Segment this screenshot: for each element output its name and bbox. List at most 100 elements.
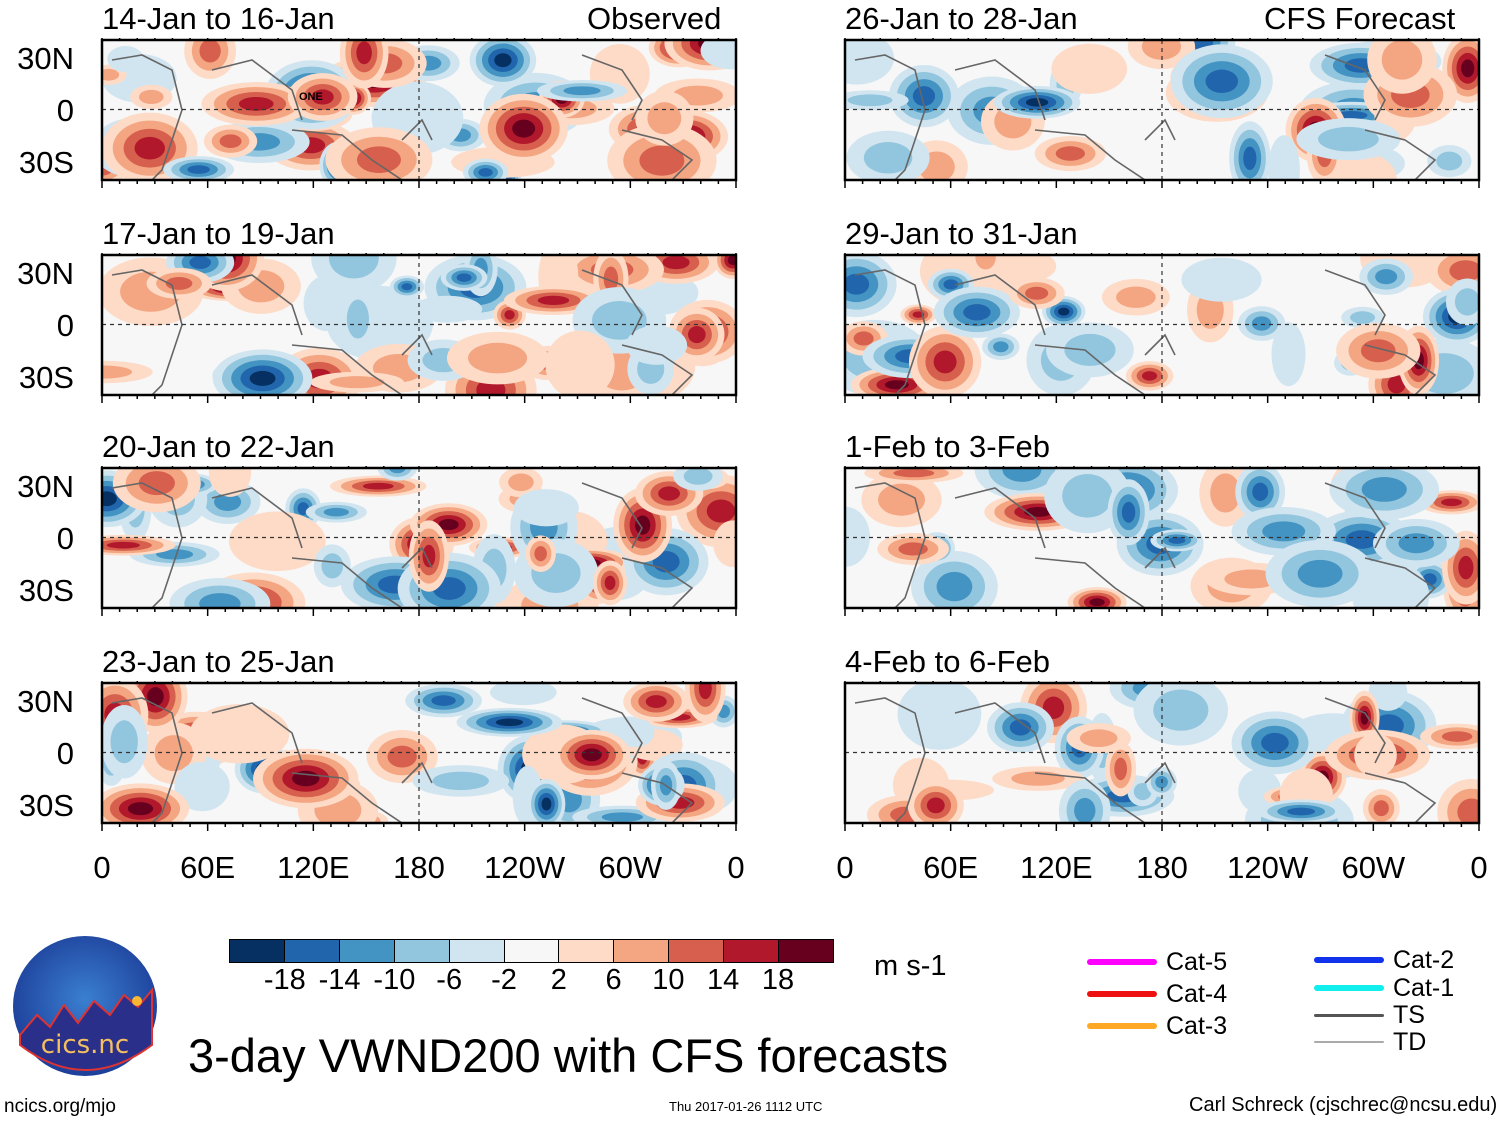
anomaly-contour [189, 255, 211, 269]
anomaly-contour [187, 165, 210, 174]
anomaly-contour [512, 119, 536, 138]
anomaly-contour [1142, 371, 1158, 381]
anomaly-contour [107, 46, 144, 73]
x-tick-label: 180 [393, 850, 445, 885]
legend-line-cat-1 [1314, 985, 1384, 991]
anomaly-contour [468, 342, 528, 374]
x-tick-label: 120W [1227, 850, 1309, 885]
anomaly-contour [138, 89, 164, 105]
anomaly-contour [513, 489, 579, 527]
footer-url: ncics.org/mjo [4, 1096, 116, 1117]
anomaly-contour [110, 720, 138, 764]
coastline [854, 54, 1437, 180]
anomaly-contour [1360, 339, 1396, 363]
colorbar-label: -2 [491, 964, 517, 996]
anomaly-contour [1205, 69, 1239, 94]
y-tick-label: 30N [17, 684, 74, 719]
colorbar-swatch [668, 940, 724, 962]
colorbar-swatch [613, 940, 669, 962]
colorbar-label: 18 [761, 964, 795, 996]
anomaly-contour [1079, 729, 1118, 748]
anomaly-contour [845, 40, 895, 85]
anomaly-contour [662, 255, 690, 270]
y-tick-label: 30S [18, 145, 74, 180]
map-panel [100, 681, 738, 831]
anomaly-contour [323, 507, 349, 517]
anomaly-contour [387, 745, 417, 768]
map-panel [100, 38, 738, 188]
colorbar-label: 6 [605, 964, 622, 996]
footer-timestamp: Thu 2017-01-26 1112 UTC [669, 1099, 823, 1114]
colorbar-label: -10 [373, 964, 416, 996]
anomaly-contour [1168, 536, 1186, 544]
anomaly-contour [321, 553, 344, 579]
anomaly-contour [1345, 530, 1378, 549]
anomaly-contour [504, 310, 515, 320]
colorbar-label: -14 [318, 964, 361, 996]
anomaly-contour [199, 593, 241, 608]
x-tick-label: 60E [923, 850, 979, 885]
anomaly-contour [863, 141, 913, 174]
colorbar-swatch [778, 940, 833, 962]
legend-line-ts [1314, 1013, 1384, 1017]
anomaly-contour [174, 761, 230, 812]
anomaly-contour [490, 683, 557, 706]
y-tick-label: 30S [18, 788, 74, 823]
coastline [111, 54, 694, 180]
panel-title: 1-Feb to 3-Feb [845, 429, 1051, 464]
anomaly-contour [1251, 316, 1272, 331]
colorbar-label: 14 [707, 964, 740, 996]
storm-label: ONE [299, 91, 323, 103]
anomaly-contour [993, 341, 1009, 353]
legend-label: TD [1393, 1028, 1427, 1056]
anomaly-contour [228, 511, 326, 572]
anomaly-contour [1458, 555, 1474, 580]
legend-label: Cat-2 [1393, 946, 1455, 974]
anomaly-contour [389, 468, 406, 474]
colorbar-swatch [393, 940, 449, 962]
anomaly-contour [1461, 59, 1475, 78]
y-tick-label: 0 [56, 93, 74, 128]
map-panel [100, 253, 738, 403]
anomaly-contour [102, 491, 117, 507]
legend-label: Cat-3 [1166, 1012, 1228, 1040]
anomaly-contour [1387, 375, 1406, 394]
x-tick-label: 0 [727, 850, 745, 885]
logo-text: cics.nc [41, 1030, 129, 1060]
anomaly-contour [847, 94, 893, 107]
anomaly-contour [1398, 533, 1435, 554]
anomaly-contour [1058, 307, 1070, 316]
anomaly-contour [1062, 473, 1113, 518]
anomaly-contour [189, 704, 290, 764]
anomaly-contour [249, 370, 276, 386]
legend-label: Cat-1 [1393, 974, 1455, 1002]
anomaly-contour [1454, 288, 1479, 316]
x-tick-label: 0 [93, 850, 111, 885]
anomaly-contour [1089, 598, 1105, 607]
anomaly-contour [1449, 260, 1479, 282]
anomaly-contour [1368, 683, 1408, 711]
anomaly-contour [456, 273, 472, 282]
anomaly-contour [138, 471, 175, 496]
x-tick-label: 0 [836, 850, 854, 885]
anomaly-contour [311, 89, 334, 105]
anomaly-contour [432, 771, 489, 791]
anomaly-contour [878, 483, 925, 516]
anomaly-contour [328, 255, 379, 279]
y-tick-label: 30N [17, 469, 74, 504]
anomaly-contour [936, 571, 973, 602]
anomaly-contour [1457, 798, 1479, 823]
y-tick-label: 0 [56, 308, 74, 343]
anomaly-contour [563, 86, 601, 96]
map-panel [100, 466, 738, 616]
legend-line-cat-5 [1087, 959, 1157, 965]
x-tick-label: 120E [1020, 850, 1093, 885]
observed-label: Observed [587, 1, 722, 36]
colorbar-swatch [503, 940, 559, 962]
panel-title: 14-Jan to 16-Jan [102, 1, 335, 36]
colorbar-label: 10 [652, 964, 685, 996]
anomaly-contour [698, 683, 712, 700]
anomaly-contour [893, 468, 935, 478]
coastline [111, 269, 694, 395]
anomaly-contour [537, 295, 570, 306]
